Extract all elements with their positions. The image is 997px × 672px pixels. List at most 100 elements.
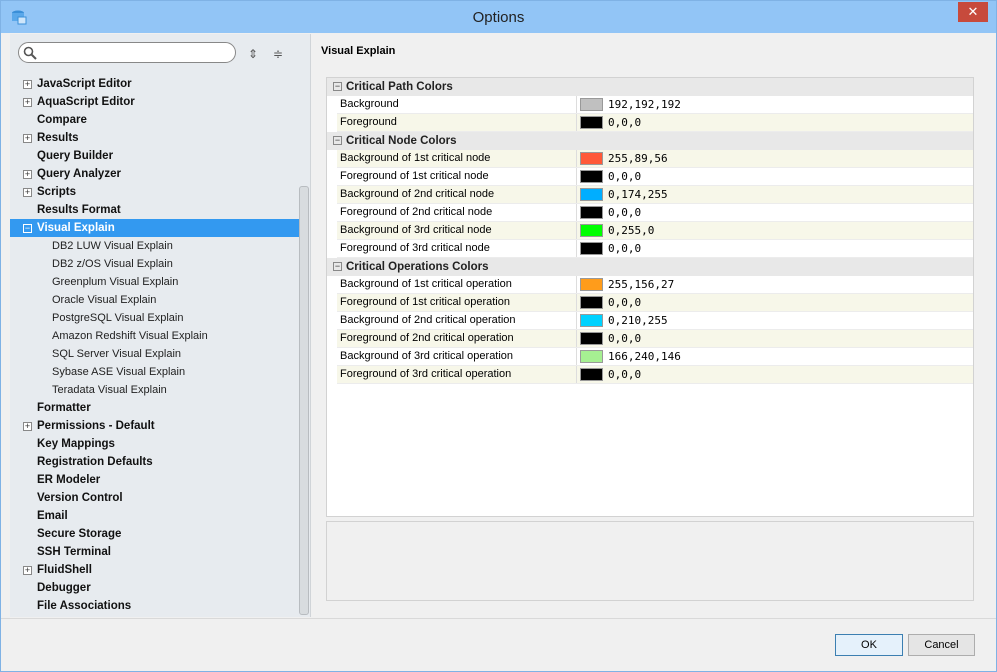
- tree-item[interactable]: DB2 LUW Visual Explain: [10, 237, 299, 255]
- collapse-icon[interactable]: −: [333, 81, 342, 91]
- tree-item[interactable]: ER Modeler: [10, 471, 299, 489]
- tree-item-label: PostgreSQL Visual Explain: [52, 312, 184, 324]
- expand-icon[interactable]: +: [23, 79, 32, 89]
- group-header[interactable]: − Critical Operations Colors: [327, 258, 973, 276]
- tree-item-label: File Associations: [37, 600, 132, 612]
- property-row[interactable]: Background of 1st critical operation 255,…: [337, 276, 973, 294]
- group-header[interactable]: − Critical Path Colors: [327, 78, 973, 96]
- tree-item[interactable]: Oracle Visual Explain: [10, 291, 299, 309]
- color-swatch[interactable]: [580, 350, 603, 363]
- expand-all-icon[interactable]: ⇕: [247, 47, 259, 61]
- collapse-all-icon[interactable]: ≑: [272, 47, 284, 61]
- color-value[interactable]: 166,240,146: [577, 348, 973, 365]
- color-value[interactable]: 0,0,0: [577, 330, 973, 347]
- property-grid: − Critical Path Colors Background 192,192,1…: [326, 77, 974, 517]
- color-swatch[interactable]: [580, 224, 603, 237]
- property-row[interactable]: Background of 1st critical node 255,89,56: [337, 150, 973, 168]
- expand-icon[interactable]: +: [23, 565, 32, 575]
- options-sidebar: ⇕ ≑ + JavaScript Editor + AquaScript Editor…: [10, 34, 311, 617]
- tree-item[interactable]: Query Builder: [10, 147, 299, 165]
- color-value[interactable]: 0,0,0: [577, 168, 973, 185]
- color-swatch[interactable]: [580, 368, 603, 381]
- tree-item[interactable]: + Scripts: [10, 183, 299, 201]
- tree-item[interactable]: Debugger: [10, 579, 299, 597]
- color-value[interactable]: 0,255,0: [577, 222, 973, 239]
- tree-item[interactable]: Registration Defaults: [10, 453, 299, 471]
- tree-item[interactable]: DB2 z/OS Visual Explain: [10, 255, 299, 273]
- tree-item[interactable]: + AquaScript Editor: [10, 93, 299, 111]
- color-swatch[interactable]: [580, 332, 603, 345]
- tree-item[interactable]: Key Mappings: [10, 435, 299, 453]
- expand-icon[interactable]: +: [23, 421, 32, 431]
- tree-item[interactable]: Sybase ASE Visual Explain: [10, 363, 299, 381]
- cancel-button[interactable]: Cancel: [908, 634, 975, 656]
- property-row[interactable]: Foreground of 2nd critical operation 0,0,…: [337, 330, 973, 348]
- tree-item[interactable]: Compare: [10, 111, 299, 129]
- property-row[interactable]: Foreground of 1st critical operation 0,0,…: [337, 294, 973, 312]
- property-row[interactable]: Foreground of 3rd critical operation 0,0,…: [337, 366, 973, 384]
- property-row[interactable]: Background of 2nd critical operation 0,21…: [337, 312, 973, 330]
- tree-item[interactable]: Results Format: [10, 201, 299, 219]
- tree-item-label: Amazon Redshift Visual Explain: [52, 330, 208, 342]
- group-header[interactable]: − Critical Node Colors: [327, 132, 973, 150]
- tree-item-label: Greenplum Visual Explain: [52, 276, 179, 288]
- color-swatch[interactable]: [580, 314, 603, 327]
- color-swatch[interactable]: [580, 278, 603, 291]
- tree-item[interactable]: SQL Server Visual Explain: [10, 345, 299, 363]
- expand-icon[interactable]: +: [23, 187, 32, 197]
- tree-item[interactable]: + Query Analyzer: [10, 165, 299, 183]
- color-value[interactable]: 0,0,0: [577, 204, 973, 221]
- tree-item[interactable]: Version Control: [10, 489, 299, 507]
- tree-item[interactable]: + Results: [10, 129, 299, 147]
- tree-item[interactable]: − Visual Explain: [10, 219, 299, 237]
- property-row[interactable]: Background of 3rd critical node 0,255,0: [337, 222, 973, 240]
- tree-item[interactable]: Email: [10, 507, 299, 525]
- color-swatch[interactable]: [580, 296, 603, 309]
- tree-item[interactable]: Formatter: [10, 399, 299, 417]
- tree-item[interactable]: + JavaScript Editor: [10, 75, 299, 93]
- color-value[interactable]: 0,0,0: [577, 294, 973, 311]
- property-row[interactable]: Foreground of 2nd critical node 0,0,0: [337, 204, 973, 222]
- tree-item[interactable]: Amazon Redshift Visual Explain: [10, 327, 299, 345]
- color-value[interactable]: 0,210,255: [577, 312, 973, 329]
- color-value[interactable]: 0,0,0: [577, 366, 973, 383]
- tree-item-label: Query Builder: [37, 150, 114, 162]
- collapse-icon[interactable]: −: [23, 223, 32, 233]
- property-row[interactable]: Background 192,192,192: [337, 96, 973, 114]
- property-row[interactable]: Foreground of 3rd critical node 0,0,0: [337, 240, 973, 258]
- color-value[interactable]: 0,174,255: [577, 186, 973, 203]
- expand-icon[interactable]: +: [23, 133, 32, 143]
- color-swatch[interactable]: [580, 188, 603, 201]
- tree-item[interactable]: SSH Terminal: [10, 543, 299, 561]
- property-row[interactable]: Background of 3rd critical operation 166,…: [337, 348, 973, 366]
- tree-item[interactable]: Greenplum Visual Explain: [10, 273, 299, 291]
- color-swatch[interactable]: [580, 242, 603, 255]
- color-swatch[interactable]: [580, 206, 603, 219]
- property-row[interactable]: Foreground of 1st critical node 0,0,0: [337, 168, 973, 186]
- tree-item[interactable]: Teradata Visual Explain: [10, 381, 299, 399]
- color-value[interactable]: 192,192,192: [577, 96, 973, 113]
- tree-item[interactable]: File Associations: [10, 597, 299, 615]
- collapse-icon[interactable]: −: [333, 135, 342, 145]
- color-value[interactable]: 255,156,27: [577, 276, 973, 293]
- collapse-icon[interactable]: −: [333, 261, 342, 271]
- property-row[interactable]: Foreground 0,0,0: [337, 114, 973, 132]
- close-button[interactable]: ✕: [958, 2, 988, 22]
- tree-item[interactable]: Secure Storage: [10, 525, 299, 543]
- search-input[interactable]: [18, 42, 236, 63]
- color-swatch[interactable]: [580, 152, 603, 165]
- color-value[interactable]: 255,89,56: [577, 150, 973, 167]
- tree-item[interactable]: + FluidShell: [10, 561, 299, 579]
- color-value[interactable]: 0,0,0: [577, 114, 973, 131]
- color-swatch[interactable]: [580, 98, 603, 111]
- tree-item[interactable]: + Permissions - Default: [10, 417, 299, 435]
- color-swatch[interactable]: [580, 170, 603, 183]
- ok-button[interactable]: OK: [835, 634, 903, 656]
- tree-scrollbar[interactable]: [299, 186, 309, 615]
- tree-item[interactable]: PostgreSQL Visual Explain: [10, 309, 299, 327]
- color-swatch[interactable]: [580, 116, 603, 129]
- expand-icon[interactable]: +: [23, 169, 32, 179]
- color-value[interactable]: 0,0,0: [577, 240, 973, 257]
- property-row[interactable]: Background of 2nd critical node 0,174,255: [337, 186, 973, 204]
- expand-icon[interactable]: +: [23, 97, 32, 107]
